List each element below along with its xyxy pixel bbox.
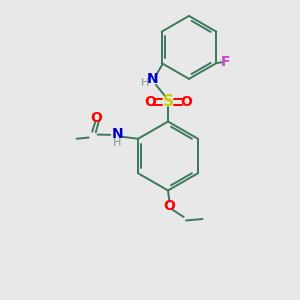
Text: H: H — [141, 78, 150, 88]
Text: H: H — [113, 138, 121, 148]
Text: O: O — [164, 199, 175, 213]
Text: N: N — [147, 72, 159, 86]
Text: O: O — [90, 111, 102, 125]
Text: O: O — [180, 95, 192, 109]
Text: S: S — [163, 94, 173, 110]
Text: F: F — [220, 55, 230, 69]
Text: N: N — [111, 127, 123, 141]
Text: O: O — [144, 95, 156, 109]
